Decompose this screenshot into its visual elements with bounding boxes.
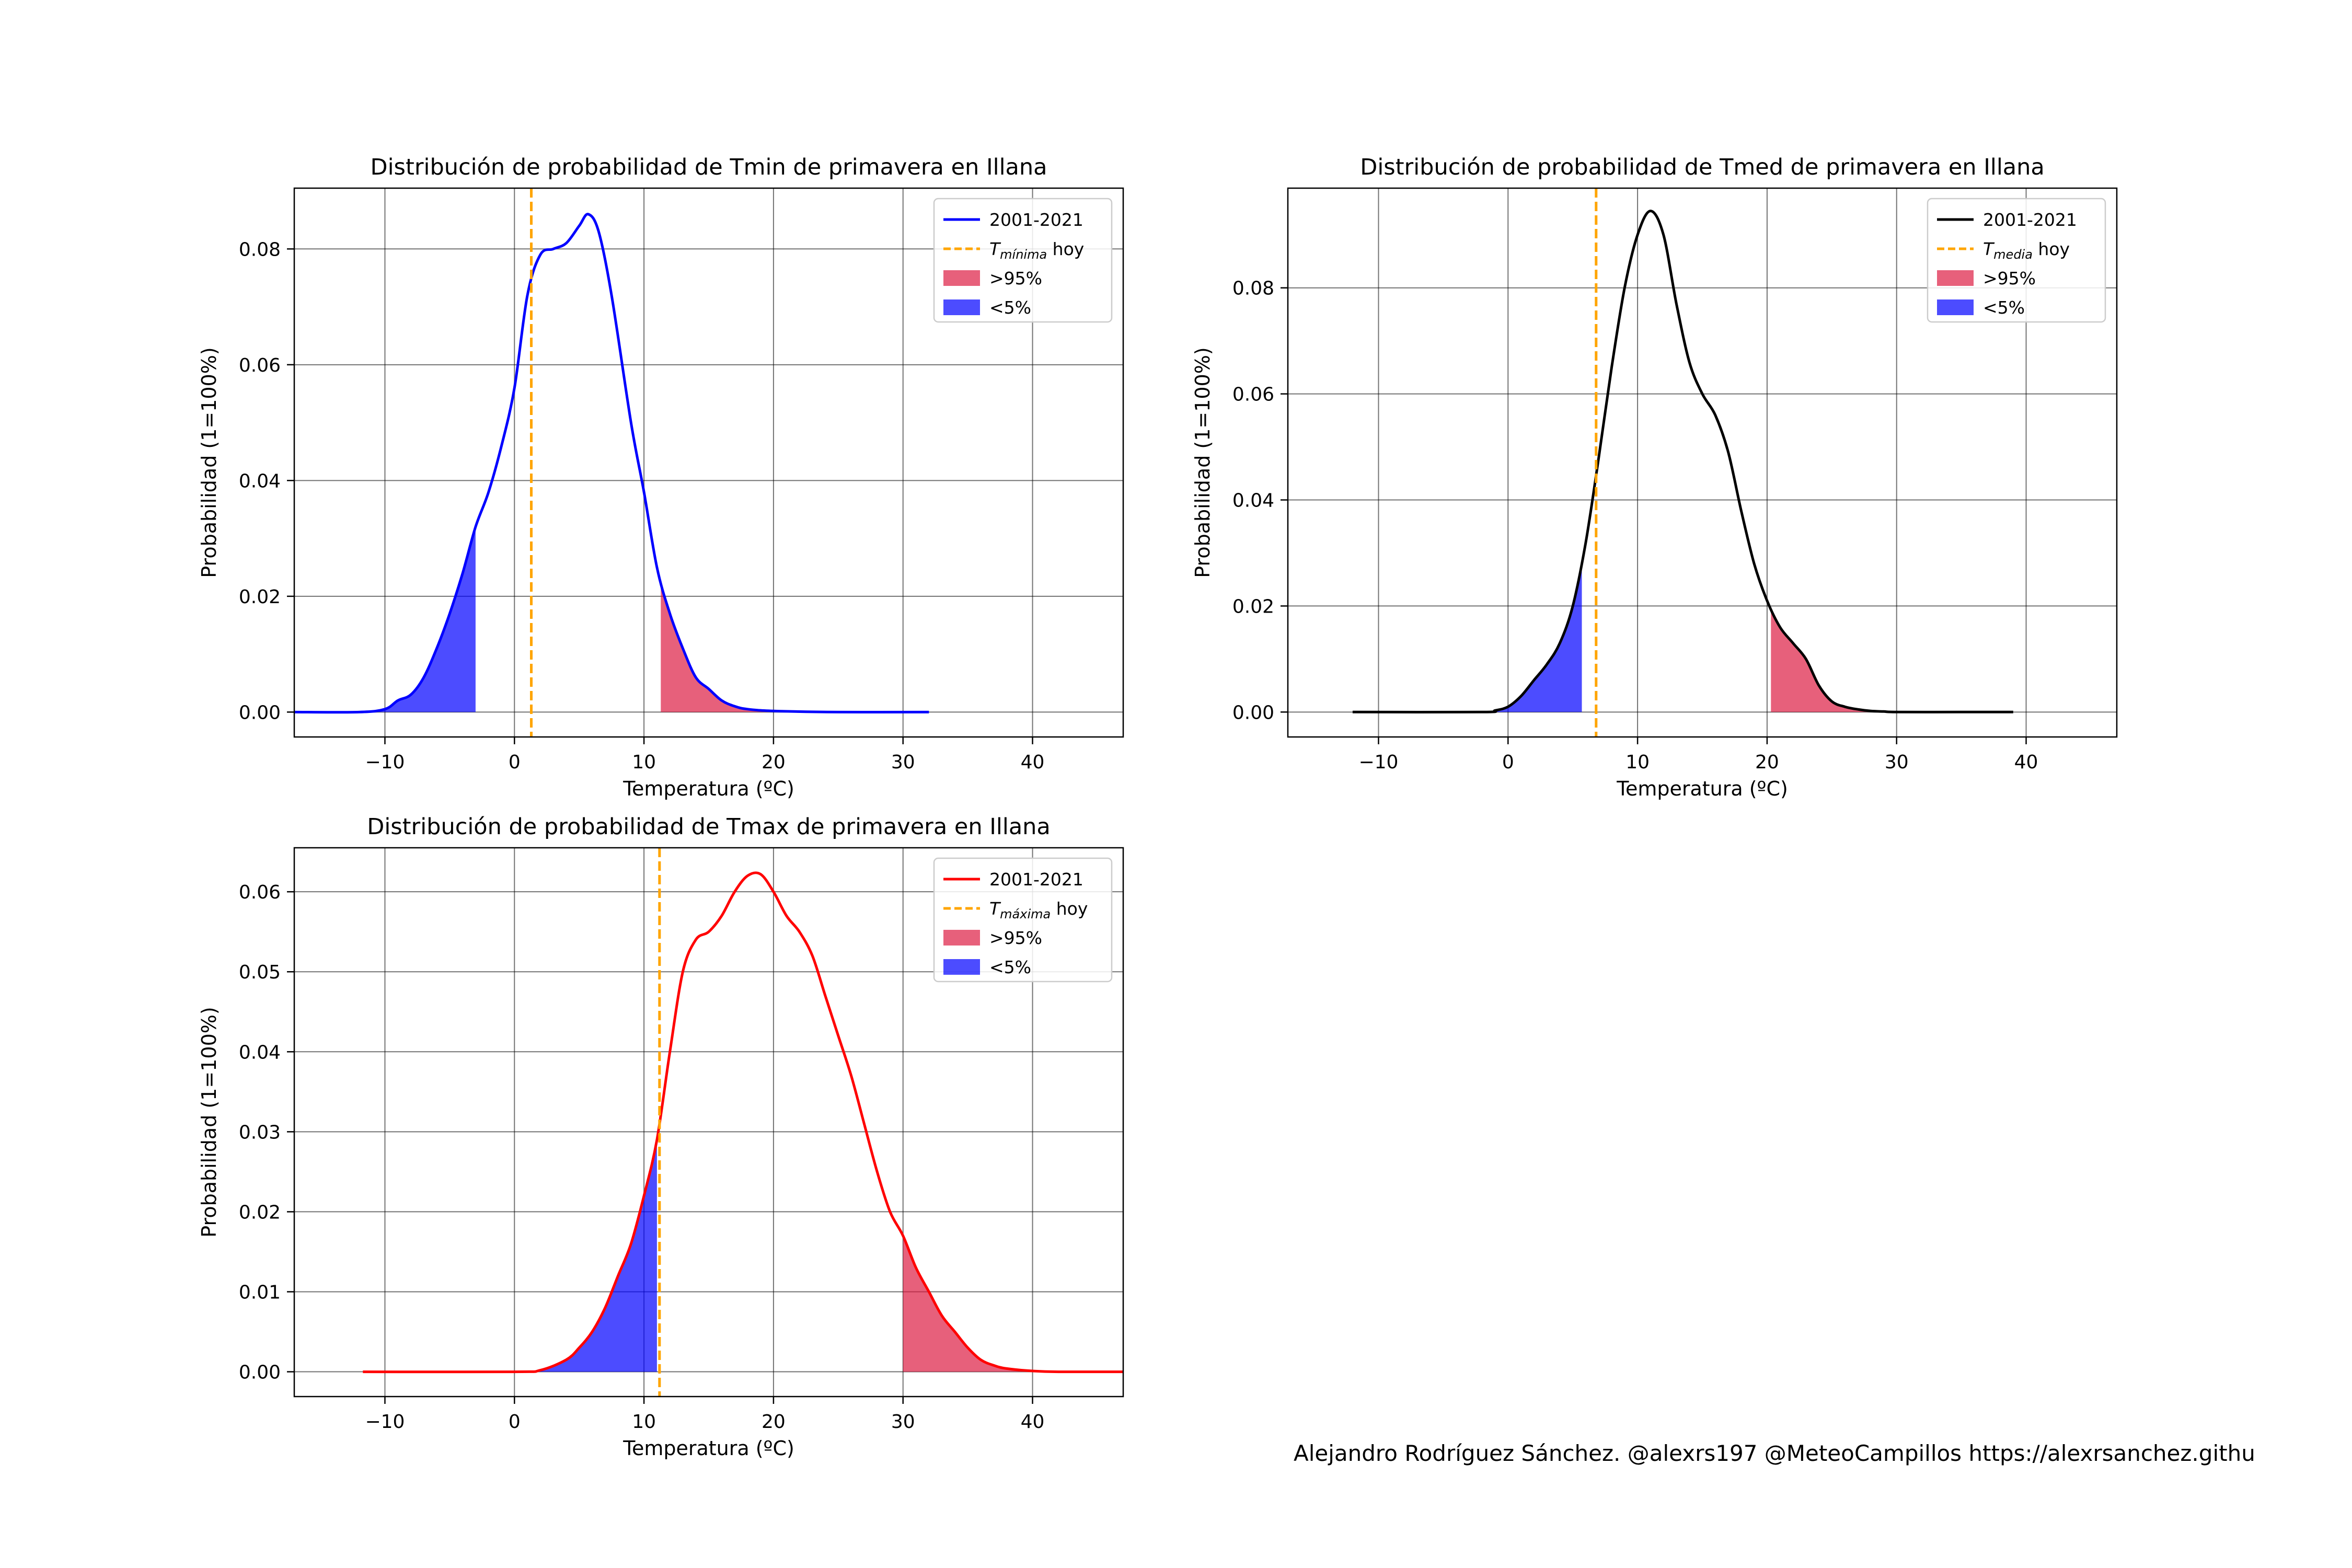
tmed-legend-today-sub: media [1993, 247, 2033, 262]
tmin-legend-today-end: hoy [1047, 239, 1084, 259]
tmin-legend-box [933, 198, 1113, 323]
tmed-legend-high-handle [1937, 270, 1974, 286]
tmax-ytick-label-5: 0.05 [239, 962, 281, 983]
tmin-legend-high-label: >95% [989, 268, 1042, 289]
tmin-ytick-label-4: 0.08 [239, 239, 281, 260]
tmin-xtick-label-5: 40 [1021, 752, 1045, 773]
tmed-ylabel: Probabilidad (1=100%) [1191, 347, 1214, 578]
tmax-xtick-label-5: 40 [1021, 1411, 1045, 1433]
tmax-ytick-label-1: 0.01 [239, 1282, 281, 1303]
tmax-ylabel: Probabilidad (1=100%) [198, 1007, 221, 1237]
tmax-axes-frame [293, 847, 1124, 1398]
tmin-xtick-label-0: −10 [365, 752, 405, 773]
tmax-xtick-label-4: 30 [891, 1411, 915, 1433]
tmed-high-95-area [1771, 608, 2013, 712]
tmax-ytick-label-6: 0.06 [239, 882, 281, 903]
tmax-legend-box [933, 857, 1113, 983]
tmax-plot-area [363, 848, 1123, 1397]
tmax-density-line [363, 871, 1123, 1374]
tmax-legend-low-label: <5% [989, 957, 1031, 977]
tmed-legend-series-label: 2001-2021 [1983, 210, 2077, 230]
tmed-chart: −10 0 10 20 30 40 0.00 0.02 0.04 0.06 0.08 Distribu… [1191, 154, 2118, 800]
tmin-xtick-label-3: 20 [762, 752, 786, 773]
tmed-legend-low-handle [1937, 299, 1974, 315]
tmed-xtick-label-1: 0 [1502, 752, 1514, 773]
tmin-xtick-label-2: 10 [632, 752, 656, 773]
tmin-legend-today-main: T [989, 239, 1001, 259]
tmax-chart: −10 0 10 20 30 40 0.00 0.01 0.02 0.03 0.04 0.05 0.06… [198, 814, 1124, 1460]
tmin-chart: −10 0 10 20 30 40 0.00 0.02 0.04 0.06 0.08 Distribu… [198, 154, 1124, 800]
tmax-xtick-label-1: 0 [509, 1411, 521, 1433]
tmin-legend-low-label: <5% [989, 297, 1031, 318]
tmin-density-line [294, 213, 929, 714]
tmed-xtick-label-4: 30 [1885, 752, 1909, 773]
tmed-low-5-area [1352, 561, 1582, 712]
tmed-legend-box [1927, 198, 2106, 323]
tmed-ytick-label-3: 0.06 [1232, 384, 1274, 406]
tmax-ytick-label-0: 0.00 [239, 1362, 281, 1383]
tmed-axes-frame [1287, 187, 2118, 738]
tmax-legend-high-handle [943, 930, 980, 946]
tmed-xtick-label-0: −10 [1358, 752, 1398, 773]
tmin-legend-today-sub: mínima [1000, 247, 1047, 262]
tmin-legend-high-handle [943, 270, 980, 286]
tmed-density-line [1352, 210, 2013, 714]
tmin-ytick-label-3: 0.06 [239, 355, 281, 376]
tmax-xtick-label-3: 20 [762, 1411, 786, 1433]
tmin-high-95-area [661, 581, 929, 712]
tmax-legend-today-end: hoy [1051, 898, 1088, 919]
tmed-xtick-label-5: 40 [2014, 752, 2038, 773]
tmax-legend-today-main: T [989, 898, 1001, 919]
tmed-plot-area [1352, 188, 2013, 737]
tmax-legend-today-sub: máxima [1000, 907, 1051, 921]
tmed-legend-today-main: T [1983, 239, 1995, 259]
tmax-low-5-area [363, 1139, 657, 1372]
footer-credit: Alejandro Rodríguez Sánchez. @alexrs197 … [1294, 1440, 2255, 1466]
tmed-xlabel: Temperatura (ºC) [1616, 777, 1788, 800]
tmax-title: Distribución de probabilidad de Tmax de … [367, 814, 1051, 840]
panels: −10 0 10 20 30 40 0.00 0.02 0.04 0.06 0.08 Distribu… [198, 154, 2118, 1460]
tmed-legend: 2001-2021 Tmedia hoy >95% <5% [1927, 198, 2106, 323]
tmax-ytick-label-3: 0.03 [239, 1122, 281, 1143]
tmed-legend-today-end: hoy [2033, 239, 2070, 259]
tmed-ytick-label-0: 0.00 [1232, 702, 1274, 723]
tmin-legend-series-label: 2001-2021 [989, 210, 1083, 230]
tmed-xtick-label-2: 10 [1625, 752, 1650, 773]
tmed-xtick-label-3: 20 [1755, 752, 1779, 773]
tmed-ytick-label-2: 0.04 [1232, 490, 1274, 512]
tmax-legend: 2001-2021 Tmáxima hoy >95% <5% [933, 857, 1113, 983]
tmax-legend-today-label: Tmáxima hoy [989, 898, 1088, 921]
tmed-legend-today-label: Tmedia hoy [1983, 239, 2070, 262]
tmax-ytick-label-2: 0.02 [239, 1202, 281, 1223]
tmin-legend-low-handle [943, 299, 980, 315]
tmin-plot-area [294, 188, 929, 737]
tmin-ytick-label-0: 0.00 [239, 702, 281, 723]
tmax-xtick-label-2: 10 [632, 1411, 656, 1433]
tmed-legend-low-label: <5% [1983, 297, 2025, 318]
tmin-xtick-label-4: 30 [891, 752, 915, 773]
tmin-xtick-label-1: 0 [509, 752, 521, 773]
tmin-xlabel: Temperatura (ºC) [622, 777, 794, 800]
tmax-ytick-label-4: 0.04 [239, 1042, 281, 1063]
tmin-ylabel: Probabilidad (1=100%) [198, 347, 221, 578]
tmax-xtick-label-0: −10 [365, 1411, 405, 1433]
tmax-legend-low-handle [943, 959, 980, 975]
tmin-ytick-label-1: 0.02 [239, 586, 281, 608]
tmax-legend-high-label: >95% [989, 928, 1042, 948]
tmed-ytick-label-4: 0.08 [1232, 278, 1274, 299]
tmin-legend-today-label: Tmínima hoy [989, 239, 1084, 262]
tmin-axes-frame [293, 187, 1124, 738]
tmin-ytick-label-2: 0.04 [239, 470, 281, 492]
tmax-legend-series-label: 2001-2021 [989, 869, 1083, 890]
tmed-legend-high-label: >95% [1983, 268, 2036, 289]
tmax-xlabel: Temperatura (ºC) [622, 1437, 794, 1460]
tmed-ytick-label-1: 0.02 [1232, 596, 1274, 617]
tmed-title: Distribución de probabilidad de Tmed de … [1360, 154, 2045, 180]
tmin-title: Distribución de probabilidad de Tmin de … [371, 154, 1047, 180]
